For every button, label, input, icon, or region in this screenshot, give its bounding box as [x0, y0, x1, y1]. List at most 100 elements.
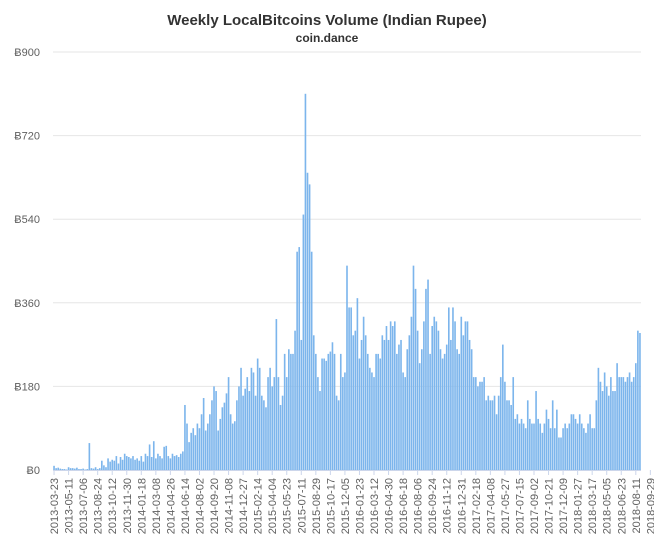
bar[interactable] — [308, 184, 311, 470]
bar[interactable] — [88, 443, 91, 470]
bar[interactable] — [292, 353, 294, 470]
bar[interactable] — [306, 172, 309, 470]
bar[interactable] — [209, 414, 211, 470]
bar[interactable] — [433, 316, 436, 470]
bar[interactable] — [238, 386, 240, 470]
bar[interactable] — [111, 459, 114, 470]
bar[interactable] — [221, 407, 224, 470]
bar[interactable] — [78, 469, 80, 470]
bar[interactable] — [169, 458, 172, 470]
bar[interactable] — [161, 458, 163, 470]
bar[interactable] — [499, 377, 502, 470]
bar[interactable] — [599, 381, 602, 470]
bar[interactable] — [366, 353, 369, 470]
bar[interactable] — [256, 358, 259, 470]
bar[interactable] — [101, 460, 103, 470]
bar[interactable] — [632, 377, 635, 470]
bar[interactable] — [479, 381, 481, 470]
bar[interactable] — [204, 430, 207, 470]
bar[interactable] — [537, 418, 539, 470]
bar[interactable] — [427, 279, 429, 470]
bar[interactable] — [572, 414, 575, 470]
bar[interactable] — [460, 316, 463, 470]
bar[interactable] — [564, 423, 566, 470]
bar[interactable] — [375, 353, 377, 470]
bar[interactable] — [622, 377, 625, 470]
bar[interactable] — [562, 428, 564, 470]
bar[interactable] — [566, 428, 569, 470]
bar[interactable] — [585, 432, 587, 470]
bar[interactable] — [240, 367, 242, 470]
bar[interactable] — [626, 377, 629, 470]
bar[interactable] — [391, 326, 394, 470]
bar[interactable] — [558, 437, 560, 470]
bar[interactable] — [188, 442, 190, 470]
bar[interactable] — [589, 414, 591, 470]
bar[interactable] — [152, 441, 155, 470]
bar[interactable] — [502, 344, 504, 470]
bar[interactable] — [128, 457, 130, 470]
bar[interactable] — [556, 409, 558, 470]
bar[interactable] — [373, 377, 375, 470]
bar[interactable] — [464, 321, 467, 470]
bar[interactable] — [329, 351, 332, 470]
bar[interactable] — [483, 377, 485, 470]
bar[interactable] — [263, 400, 265, 470]
bar[interactable] — [520, 418, 523, 470]
bar[interactable] — [327, 353, 330, 470]
bar[interactable] — [408, 335, 411, 470]
bar[interactable] — [130, 458, 132, 470]
bar[interactable] — [358, 358, 361, 470]
bar[interactable] — [487, 395, 490, 470]
bar[interactable] — [194, 435, 197, 470]
bar[interactable] — [177, 457, 180, 470]
bar[interactable] — [288, 349, 290, 470]
bar[interactable] — [512, 377, 515, 470]
bar[interactable] — [472, 377, 475, 470]
bar[interactable] — [610, 377, 612, 470]
bar[interactable] — [281, 395, 284, 470]
bar[interactable] — [109, 461, 111, 470]
bar[interactable] — [283, 353, 286, 470]
bar[interactable] — [142, 461, 145, 470]
bar[interactable] — [587, 423, 589, 470]
bar[interactable] — [294, 330, 296, 470]
bar[interactable] — [296, 251, 298, 470]
bar[interactable] — [275, 319, 278, 470]
bar[interactable] — [333, 353, 336, 470]
bar[interactable] — [429, 353, 431, 470]
bar[interactable] — [261, 395, 263, 470]
bar[interactable] — [437, 330, 440, 470]
bar[interactable] — [385, 326, 388, 470]
bar[interactable] — [406, 349, 409, 470]
bar[interactable] — [298, 247, 301, 470]
bar[interactable] — [63, 469, 66, 470]
bar[interactable] — [531, 423, 533, 470]
bar[interactable] — [310, 251, 313, 470]
bar[interactable] — [454, 321, 456, 470]
bar[interactable] — [134, 459, 136, 470]
bar[interactable] — [547, 418, 550, 470]
bar[interactable] — [435, 321, 438, 470]
bar[interactable] — [53, 465, 55, 470]
bar[interactable] — [398, 344, 400, 470]
bar[interactable] — [612, 391, 614, 470]
bar[interactable] — [570, 414, 573, 470]
bar[interactable] — [624, 381, 627, 470]
bar[interactable] — [402, 372, 404, 470]
bar[interactable] — [206, 423, 209, 470]
bar[interactable] — [635, 363, 637, 470]
bar[interactable] — [231, 423, 234, 470]
bar[interactable] — [123, 453, 126, 470]
bar[interactable] — [603, 372, 606, 470]
bar[interactable] — [323, 358, 325, 470]
bar[interactable] — [529, 418, 531, 470]
bar[interactable] — [146, 456, 149, 470]
bar[interactable] — [344, 372, 346, 470]
bar[interactable] — [416, 330, 419, 470]
bar[interactable] — [605, 386, 608, 470]
bar[interactable] — [489, 400, 492, 470]
bar[interactable] — [125, 456, 128, 470]
bar[interactable] — [223, 402, 226, 470]
bar[interactable] — [173, 456, 176, 470]
